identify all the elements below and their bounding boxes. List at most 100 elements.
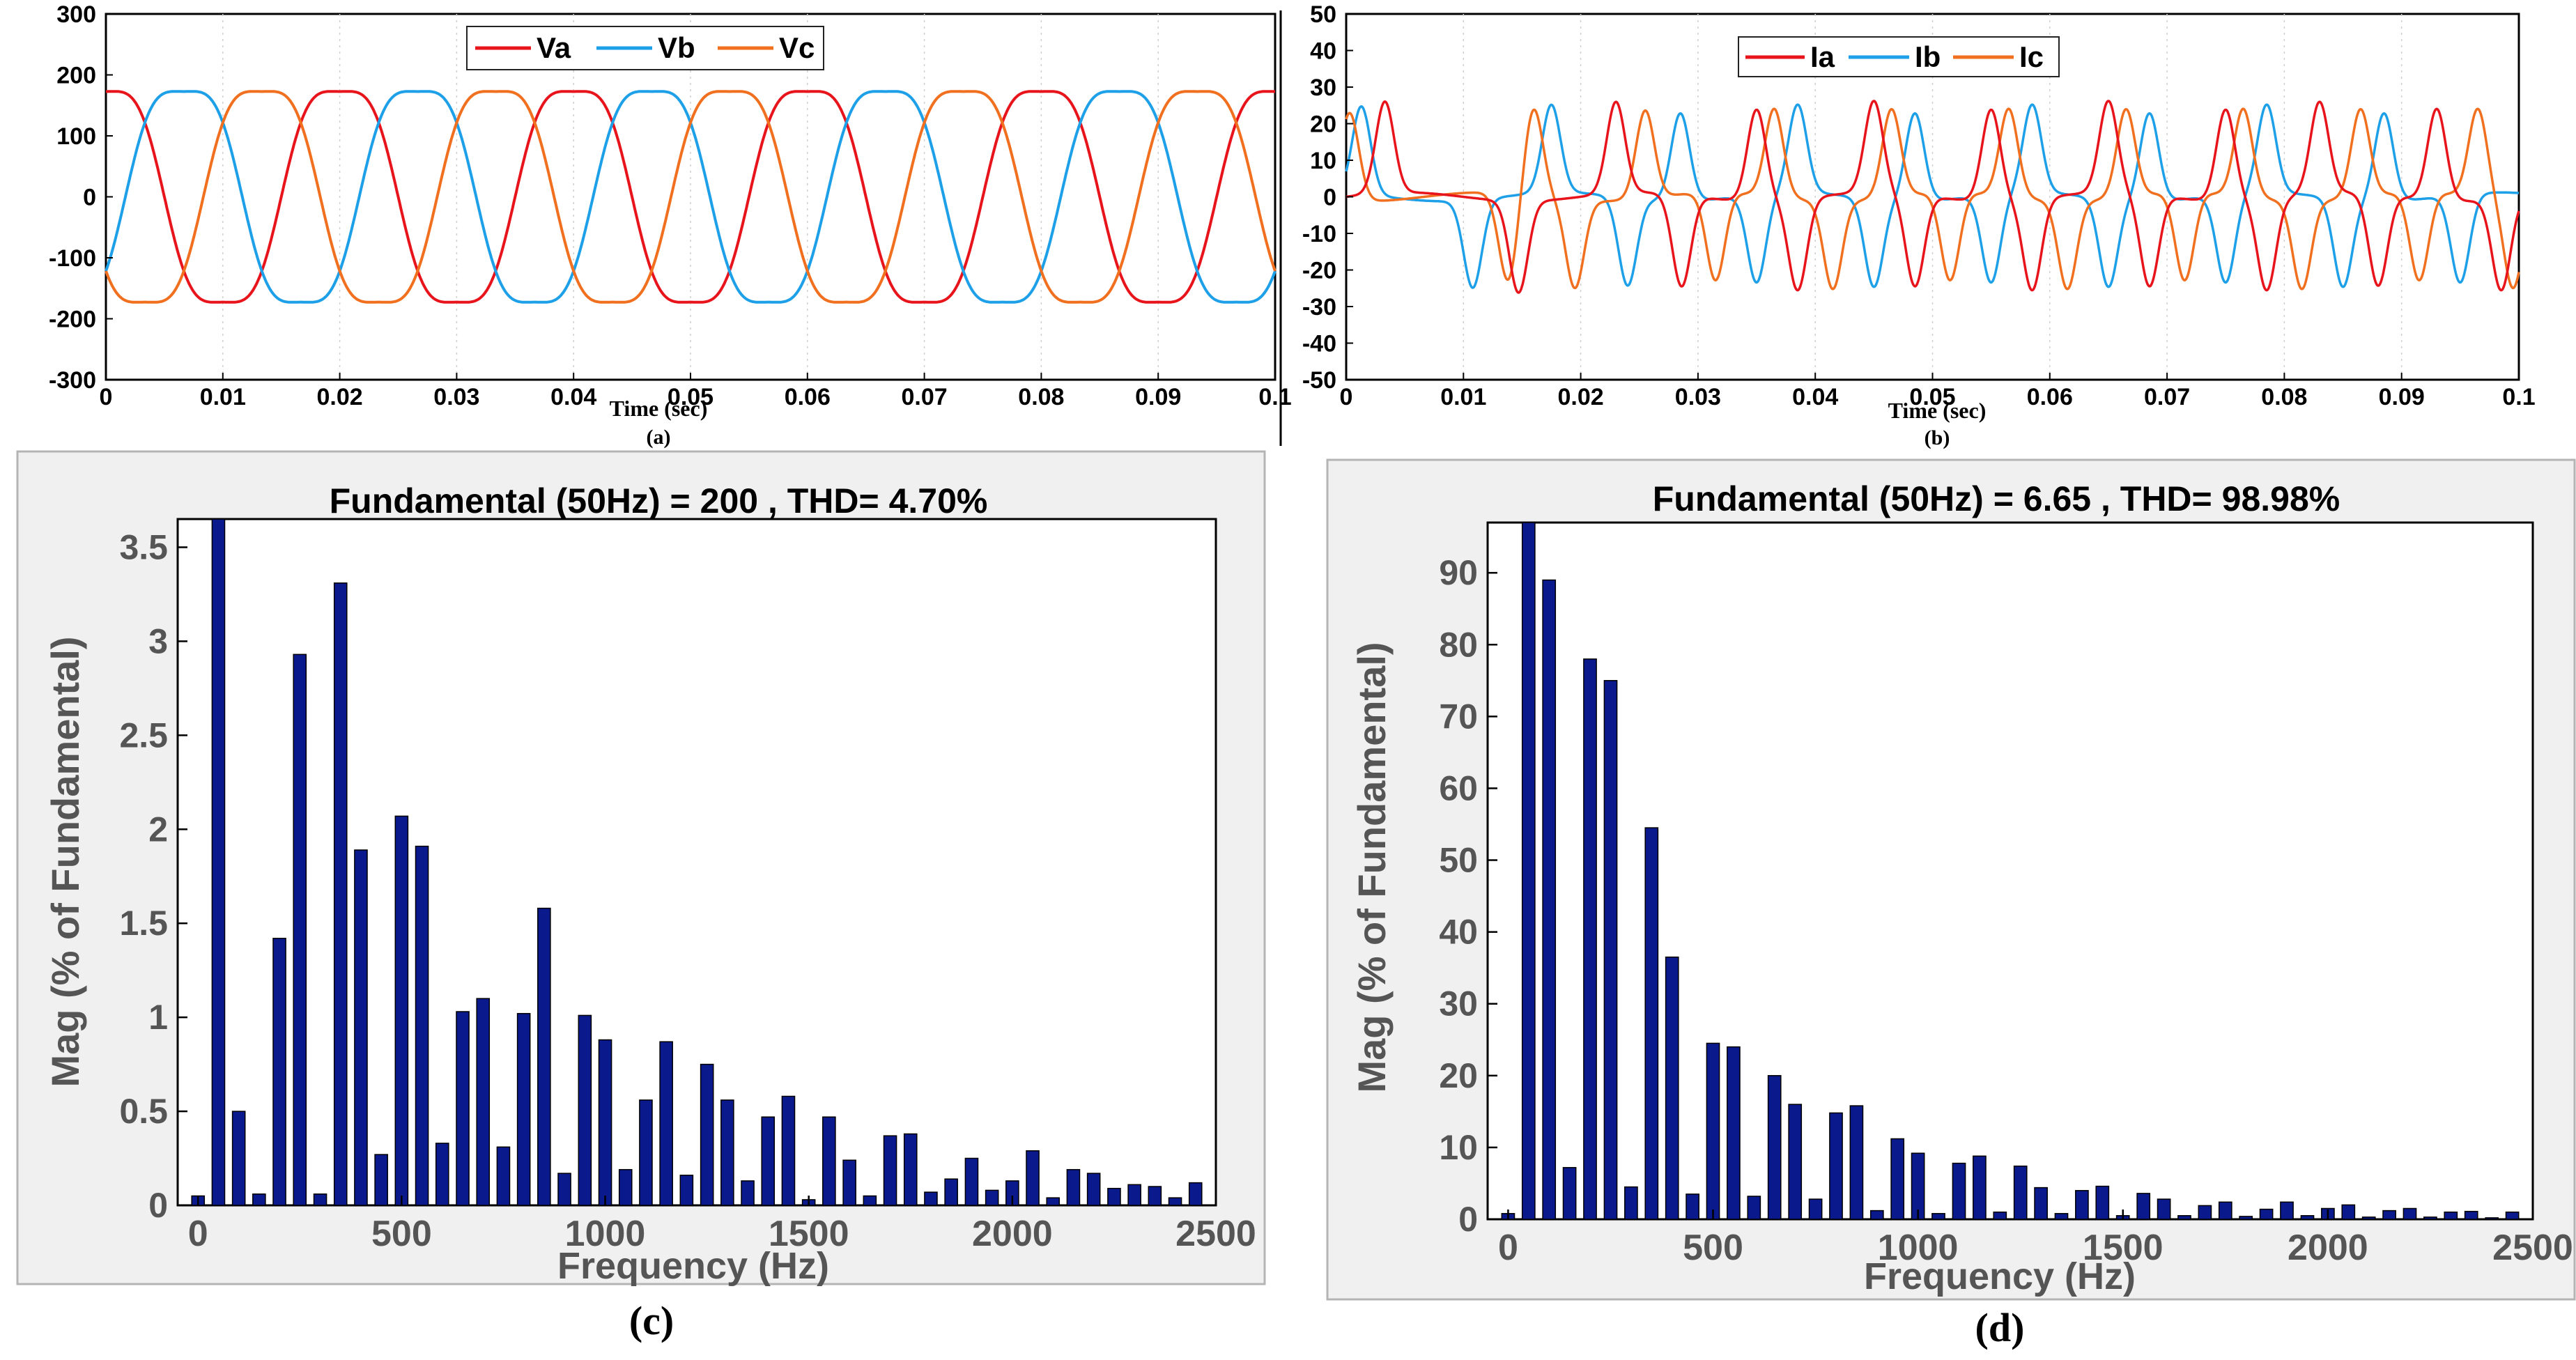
c-bar [211, 518, 226, 1206]
c-bar [598, 1039, 612, 1206]
c-bar [1107, 1187, 1121, 1206]
c-xtick-label: 500 [371, 1214, 432, 1254]
b-series-Ic [1345, 107, 2520, 291]
d-bar [1706, 1042, 1720, 1220]
legend-ic-label: Ic [2019, 40, 2044, 73]
d-bar [1767, 1075, 1782, 1220]
c-ytick-label: 2 [148, 810, 168, 849]
d-bar [2300, 1215, 2315, 1220]
b-ytick-label: 40 [1310, 38, 1336, 65]
b-ytick-label: -40 [1302, 331, 1336, 357]
a-xtick-label: 0.07 [902, 384, 948, 410]
panel-a-x-axis-label: Time (sec) [610, 396, 708, 421]
b-xtick-label: 0.07 [2144, 384, 2190, 410]
d-bar [2341, 1204, 2356, 1220]
panel-d-plot-area [1486, 521, 2534, 1221]
legend-vb-label: Vb [658, 31, 695, 64]
d-xtick-label: 500 [1683, 1228, 1743, 1268]
b-xtick-label: 0.03 [1675, 384, 1721, 410]
d-bar [2259, 1208, 2274, 1220]
c-bar [333, 582, 348, 1206]
d-xtick-label: 2000 [2288, 1228, 2368, 1268]
a-ytick-label: 200 [56, 63, 96, 89]
c-bar [456, 1011, 470, 1206]
c-bar [720, 1099, 734, 1206]
b-series-Ia [1345, 100, 2520, 294]
d-bar [1583, 658, 1597, 1220]
a-xtick-label: 0.1 [1258, 384, 1291, 410]
b-ytick-label: 10 [1310, 148, 1336, 174]
d-bar [2444, 1211, 2458, 1220]
c-bar [557, 1173, 571, 1206]
c-ytick-label: 0.5 [119, 1092, 168, 1131]
d-ytick-label: 0 [1458, 1200, 1478, 1239]
d-bar [2382, 1210, 2396, 1220]
b-ytick-label: -30 [1302, 294, 1336, 320]
d-bar [2403, 1207, 2417, 1220]
c-xtick-label: 2500 [1175, 1214, 1256, 1254]
d-xtick-label: 0 [1498, 1228, 1518, 1268]
b-ytick-label: 20 [1310, 111, 1336, 138]
c-bar [863, 1195, 877, 1206]
c-ytick-label: 2.5 [119, 716, 168, 755]
panel-b-legend: Ia Ib Ic [1738, 36, 2060, 77]
panel-d: 0 500 1000 1500 2000 2500 0 10 20 30 40 50 60 70 80 90… [1326, 458, 2576, 1350]
c-bar [1026, 1150, 1040, 1206]
panel-c-caption: (c) [629, 1298, 674, 1343]
c-bar [1066, 1168, 1081, 1206]
legend-va-label: Va [537, 31, 571, 64]
a-xtick-label: 0.02 [317, 384, 363, 410]
a-xtick-label: 0.04 [550, 384, 596, 410]
c-bar [1086, 1173, 1101, 1206]
d-bar [1829, 1112, 1843, 1220]
c-bar [394, 815, 409, 1206]
c-ytick-label: 3 [148, 621, 168, 660]
c-xtick-label: 1500 [769, 1214, 849, 1254]
d-bar [2485, 1217, 2499, 1220]
d-bar [1542, 579, 1557, 1220]
panel-c-x-axis-label: Frequency (Hz) [557, 1245, 829, 1287]
a-ytick-label: 300 [56, 1, 96, 28]
d-xtick-label: 2500 [2492, 1228, 2573, 1268]
b-ytick-label: 0 [1323, 185, 1336, 211]
c-bar [1188, 1182, 1203, 1206]
d-bar [1644, 827, 1659, 1220]
d-bar [1849, 1105, 1864, 1220]
b-ytick-label: 50 [1310, 1, 1336, 28]
d-bar [2280, 1201, 2294, 1220]
c-ytick-label: 1 [148, 998, 168, 1037]
panel-d-y-axis-label: Mag (% of Fundamental) [1350, 642, 1394, 1092]
c-bar [761, 1116, 776, 1206]
d-bar [2095, 1185, 2110, 1220]
panel-a: 0 0.01 0.02 0.03 0.04 0.05 0.06 0.07 0.08 0.09 0.1… [49, 1, 1292, 449]
d-bar [1562, 1167, 1577, 1220]
panel-b: 0 0.01 0.02 0.03 0.04 0.05 0.06 0.07 0.08 0.09 0.1… [1279, 1, 2536, 449]
c-xtick-label: 0 [188, 1214, 208, 1254]
d-bar [2361, 1216, 2376, 1220]
b-ytick-label: -20 [1302, 258, 1336, 284]
a-ytick-label: -100 [49, 245, 96, 272]
b-ytick-label: -10 [1302, 221, 1336, 247]
panel-a-legend: Va Vb Vc [466, 26, 824, 70]
d-bar [2218, 1201, 2232, 1220]
panel-c: 0 500 1000 1500 2000 2500 0 0.5 1 1.5 2 2.5 3 3.5 Fu… [16, 450, 1266, 1343]
d-ytick-label: 80 [1439, 625, 1478, 664]
d-ytick-label: 30 [1439, 984, 1478, 1023]
a-xtick-label: 0.03 [433, 384, 479, 410]
c-ytick-label: 0 [148, 1186, 168, 1225]
d-bar [1993, 1211, 2007, 1220]
d-bar [1911, 1152, 1925, 1220]
c-bar [537, 907, 551, 1206]
b-xtick-label: 0.02 [1558, 384, 1604, 410]
c-bar [883, 1135, 897, 1206]
d-bar [1788, 1104, 1803, 1220]
d-bar [1869, 1210, 1884, 1220]
c-bar [415, 845, 429, 1206]
panel-a-caption: (a) [647, 426, 671, 449]
a-ytick-label: 0 [83, 185, 96, 211]
a-xtick-label: 0.06 [785, 384, 831, 410]
a-xtick-label: 0.08 [1018, 384, 1064, 410]
d-ytick-label: 90 [1439, 553, 1478, 592]
b-xtick-label: 0.06 [2027, 384, 2073, 410]
panel-d-x-axis-label: Frequency (Hz) [1864, 1255, 2136, 1297]
